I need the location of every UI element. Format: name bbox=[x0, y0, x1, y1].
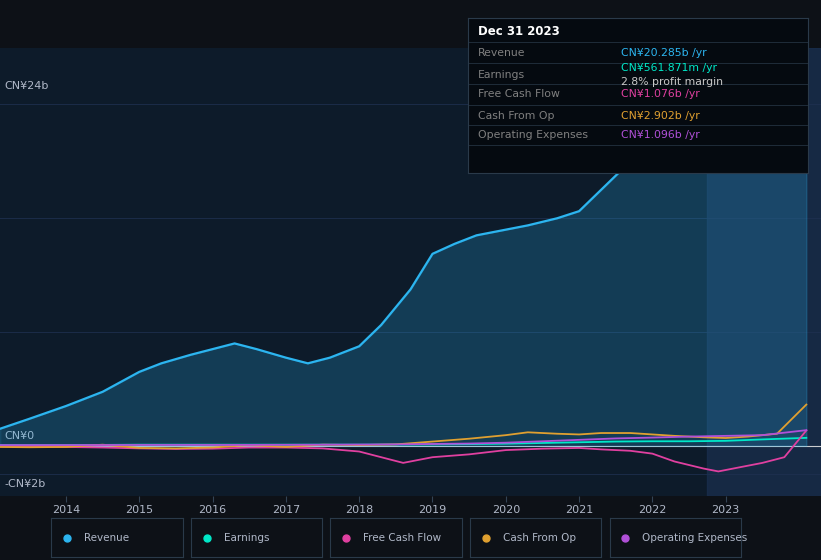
Text: Free Cash Flow: Free Cash Flow bbox=[478, 89, 560, 99]
Text: Free Cash Flow: Free Cash Flow bbox=[363, 533, 442, 543]
Text: -CN¥2b: -CN¥2b bbox=[4, 479, 45, 489]
Text: CN¥1.076b /yr: CN¥1.076b /yr bbox=[621, 89, 699, 99]
Text: Dec 31 2023: Dec 31 2023 bbox=[478, 25, 560, 39]
Text: CN¥2.902b /yr: CN¥2.902b /yr bbox=[621, 111, 699, 120]
Text: Earnings: Earnings bbox=[223, 533, 269, 543]
Text: Cash From Op: Cash From Op bbox=[478, 111, 555, 120]
Text: Earnings: Earnings bbox=[478, 69, 525, 80]
Text: Operating Expenses: Operating Expenses bbox=[478, 130, 588, 140]
Bar bbox=[708, 48, 821, 496]
Text: Cash From Op: Cash From Op bbox=[502, 533, 576, 543]
Text: CN¥24b: CN¥24b bbox=[4, 81, 48, 91]
Text: CN¥1.096b /yr: CN¥1.096b /yr bbox=[621, 130, 699, 140]
Text: Operating Expenses: Operating Expenses bbox=[642, 533, 748, 543]
Text: CN¥561.871m /yr: CN¥561.871m /yr bbox=[621, 63, 717, 73]
Text: CN¥0: CN¥0 bbox=[4, 431, 34, 441]
Text: CN¥20.285b /yr: CN¥20.285b /yr bbox=[621, 48, 707, 58]
Text: Revenue: Revenue bbox=[84, 533, 129, 543]
Text: Revenue: Revenue bbox=[478, 48, 525, 58]
Text: 2.8% profit margin: 2.8% profit margin bbox=[621, 77, 723, 87]
